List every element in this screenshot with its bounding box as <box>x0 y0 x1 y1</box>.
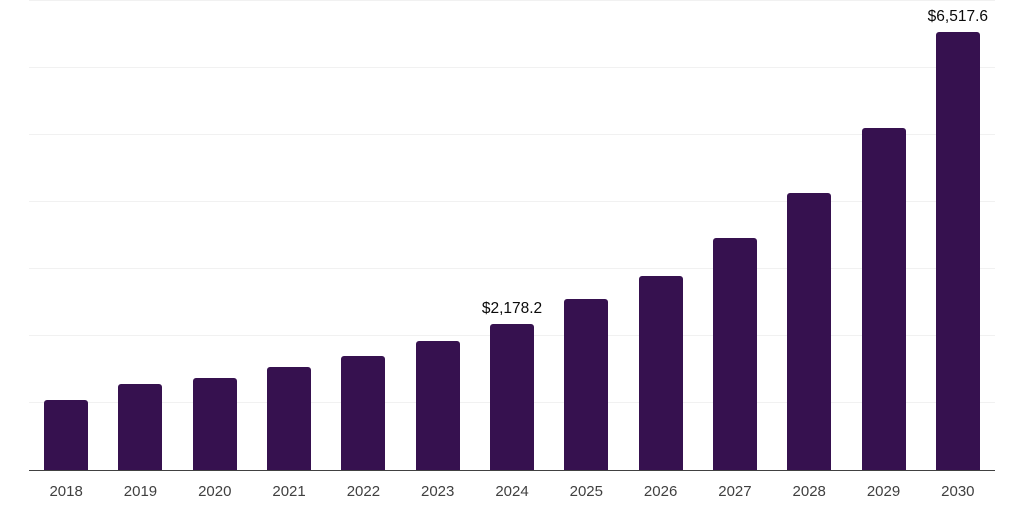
bar-2018 <box>44 399 89 470</box>
bar-2027 <box>712 238 757 470</box>
bar-2030 <box>935 32 980 470</box>
x-tick-2023: 2023 <box>421 483 455 500</box>
x-tick-2030: 2030 <box>941 483 975 500</box>
x-tick-2018: 2018 <box>49 483 83 500</box>
bar-2028 <box>787 193 832 470</box>
data-label-2030: $6,517.6 <box>927 8 989 26</box>
x-tick-2024: 2024 <box>495 483 529 500</box>
bar-2021 <box>267 367 312 470</box>
gridline-5000 <box>29 133 995 135</box>
bar-2025 <box>564 299 609 470</box>
x-tick-2020: 2020 <box>198 483 232 500</box>
x-tick-2026: 2026 <box>643 483 678 500</box>
bar-2022 <box>341 355 386 470</box>
gridline-7000 <box>29 0 995 1</box>
gridline-4000 <box>29 200 995 202</box>
gridline-3000 <box>29 268 995 270</box>
x-tick-2021: 2021 <box>272 483 306 500</box>
bar-2020 <box>192 377 237 470</box>
data-label-2024: $2,178.2 <box>481 299 543 317</box>
bar-2023 <box>415 340 460 470</box>
bar-2026 <box>638 275 683 470</box>
x-tick-2019: 2019 <box>123 483 158 500</box>
bar-2024 <box>490 323 534 470</box>
bar-2019 <box>118 384 163 470</box>
gridline-6000 <box>29 66 995 68</box>
x-tick-2029: 2029 <box>866 483 901 500</box>
x-tick-2022: 2022 <box>346 483 381 500</box>
x-tick-2025: 2025 <box>569 483 603 500</box>
x-tick-2027: 2027 <box>718 483 752 500</box>
x-tick-2028: 2028 <box>792 483 826 500</box>
bar-2029 <box>861 127 906 470</box>
plot-area: $2,178.2 $6,517.6 <box>29 0 995 471</box>
